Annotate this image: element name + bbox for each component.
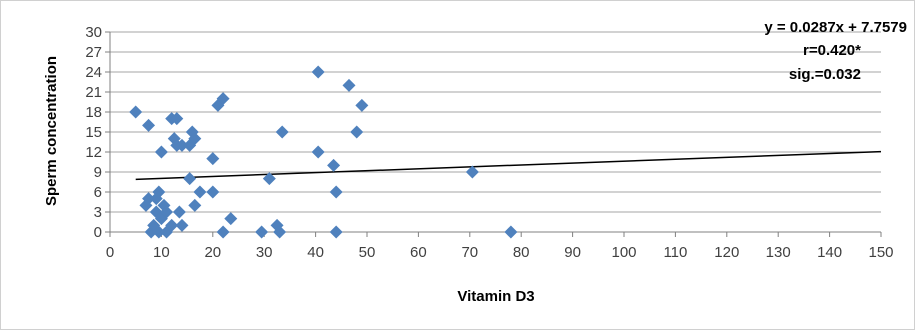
y-tick-label: 30 [85,24,102,41]
data-point [355,98,369,112]
regression-equation: y = 0.0287x + 7.7579 [764,19,907,36]
correlation-label: r=0.420* [803,42,861,59]
x-tick-label: 80 [513,244,530,261]
y-axis-title: Sperm concentration [43,56,60,206]
data-point [175,218,189,232]
data-point [224,212,238,226]
x-tick-label: 30 [256,244,273,261]
x-axis-title: Vitamin D3 [457,288,534,305]
y-tick-labels: 0 3 6 9 12 15 18 21 24 27 30 [85,24,102,241]
data-point [165,218,179,232]
x-tick-label: 100 [611,244,636,261]
data-point [216,225,230,239]
data-point [188,132,202,146]
x-tick-label: 150 [868,244,893,261]
data-point [154,145,168,159]
data-point [216,92,230,106]
x-tick-label: 140 [817,244,842,261]
data-point [142,192,156,206]
y-tick-label: 3 [94,204,102,221]
data-point [275,125,289,139]
data-point [152,185,166,199]
data-point [273,225,287,239]
axes [105,31,882,237]
data-point [465,165,479,179]
x-tick-label: 110 [663,244,687,261]
data-point [255,225,269,239]
x-tick-label: 50 [359,244,376,261]
data-point [504,225,518,239]
gridlines [110,31,881,213]
y-tick-label: 24 [85,64,102,81]
data-point [311,65,325,79]
data-point [342,78,356,92]
x-tick-label: 20 [204,244,221,261]
y-tick-label: 12 [85,144,102,161]
trendline-group [135,150,882,181]
y-tick-label: 18 [85,104,102,121]
data-point [188,198,202,212]
x-tick-label: 10 [153,244,170,261]
y-tick-label: 9 [94,164,102,181]
x-tick-label: 120 [714,244,739,261]
data-point [262,172,276,186]
data-point [329,225,343,239]
data-point [311,145,325,159]
x-tick-label: 60 [410,244,427,261]
data-point [160,205,174,219]
data-point [183,172,197,186]
x-tick-label: 40 [307,244,324,261]
data-point [142,118,156,132]
data-point [172,205,186,219]
scatter-chart: 0 3 6 9 12 15 18 21 24 27 30 0 10 20 30 40 50 60 70 80 90 10… [43,19,907,305]
data-point [206,185,220,199]
data-point [329,185,343,199]
x-tick-labels: 0 10 20 30 40 50 60 70 80 90 100 110 120 130 140 150 [106,244,894,261]
x-tick-label: 130 [766,244,791,261]
y-tick-label: 6 [94,184,102,201]
y-tick-label: 21 [85,84,102,101]
data-point [152,225,166,239]
x-tick-label: 70 [461,244,478,261]
y-tick-label: 15 [85,124,102,141]
significance-label: sig.=0.032 [789,66,861,83]
trendline [135,150,882,181]
data-point [206,152,220,166]
y-tick-label: 0 [94,224,102,241]
x-tick-label: 90 [564,244,581,261]
data-point [350,125,364,139]
y-tick-label: 27 [85,44,102,61]
x-tick-label: 0 [106,244,114,261]
data-point [175,138,189,152]
data-points [129,65,518,239]
data-point [170,112,184,126]
data-point [327,158,341,172]
data-point [129,105,143,119]
data-point [193,185,207,199]
